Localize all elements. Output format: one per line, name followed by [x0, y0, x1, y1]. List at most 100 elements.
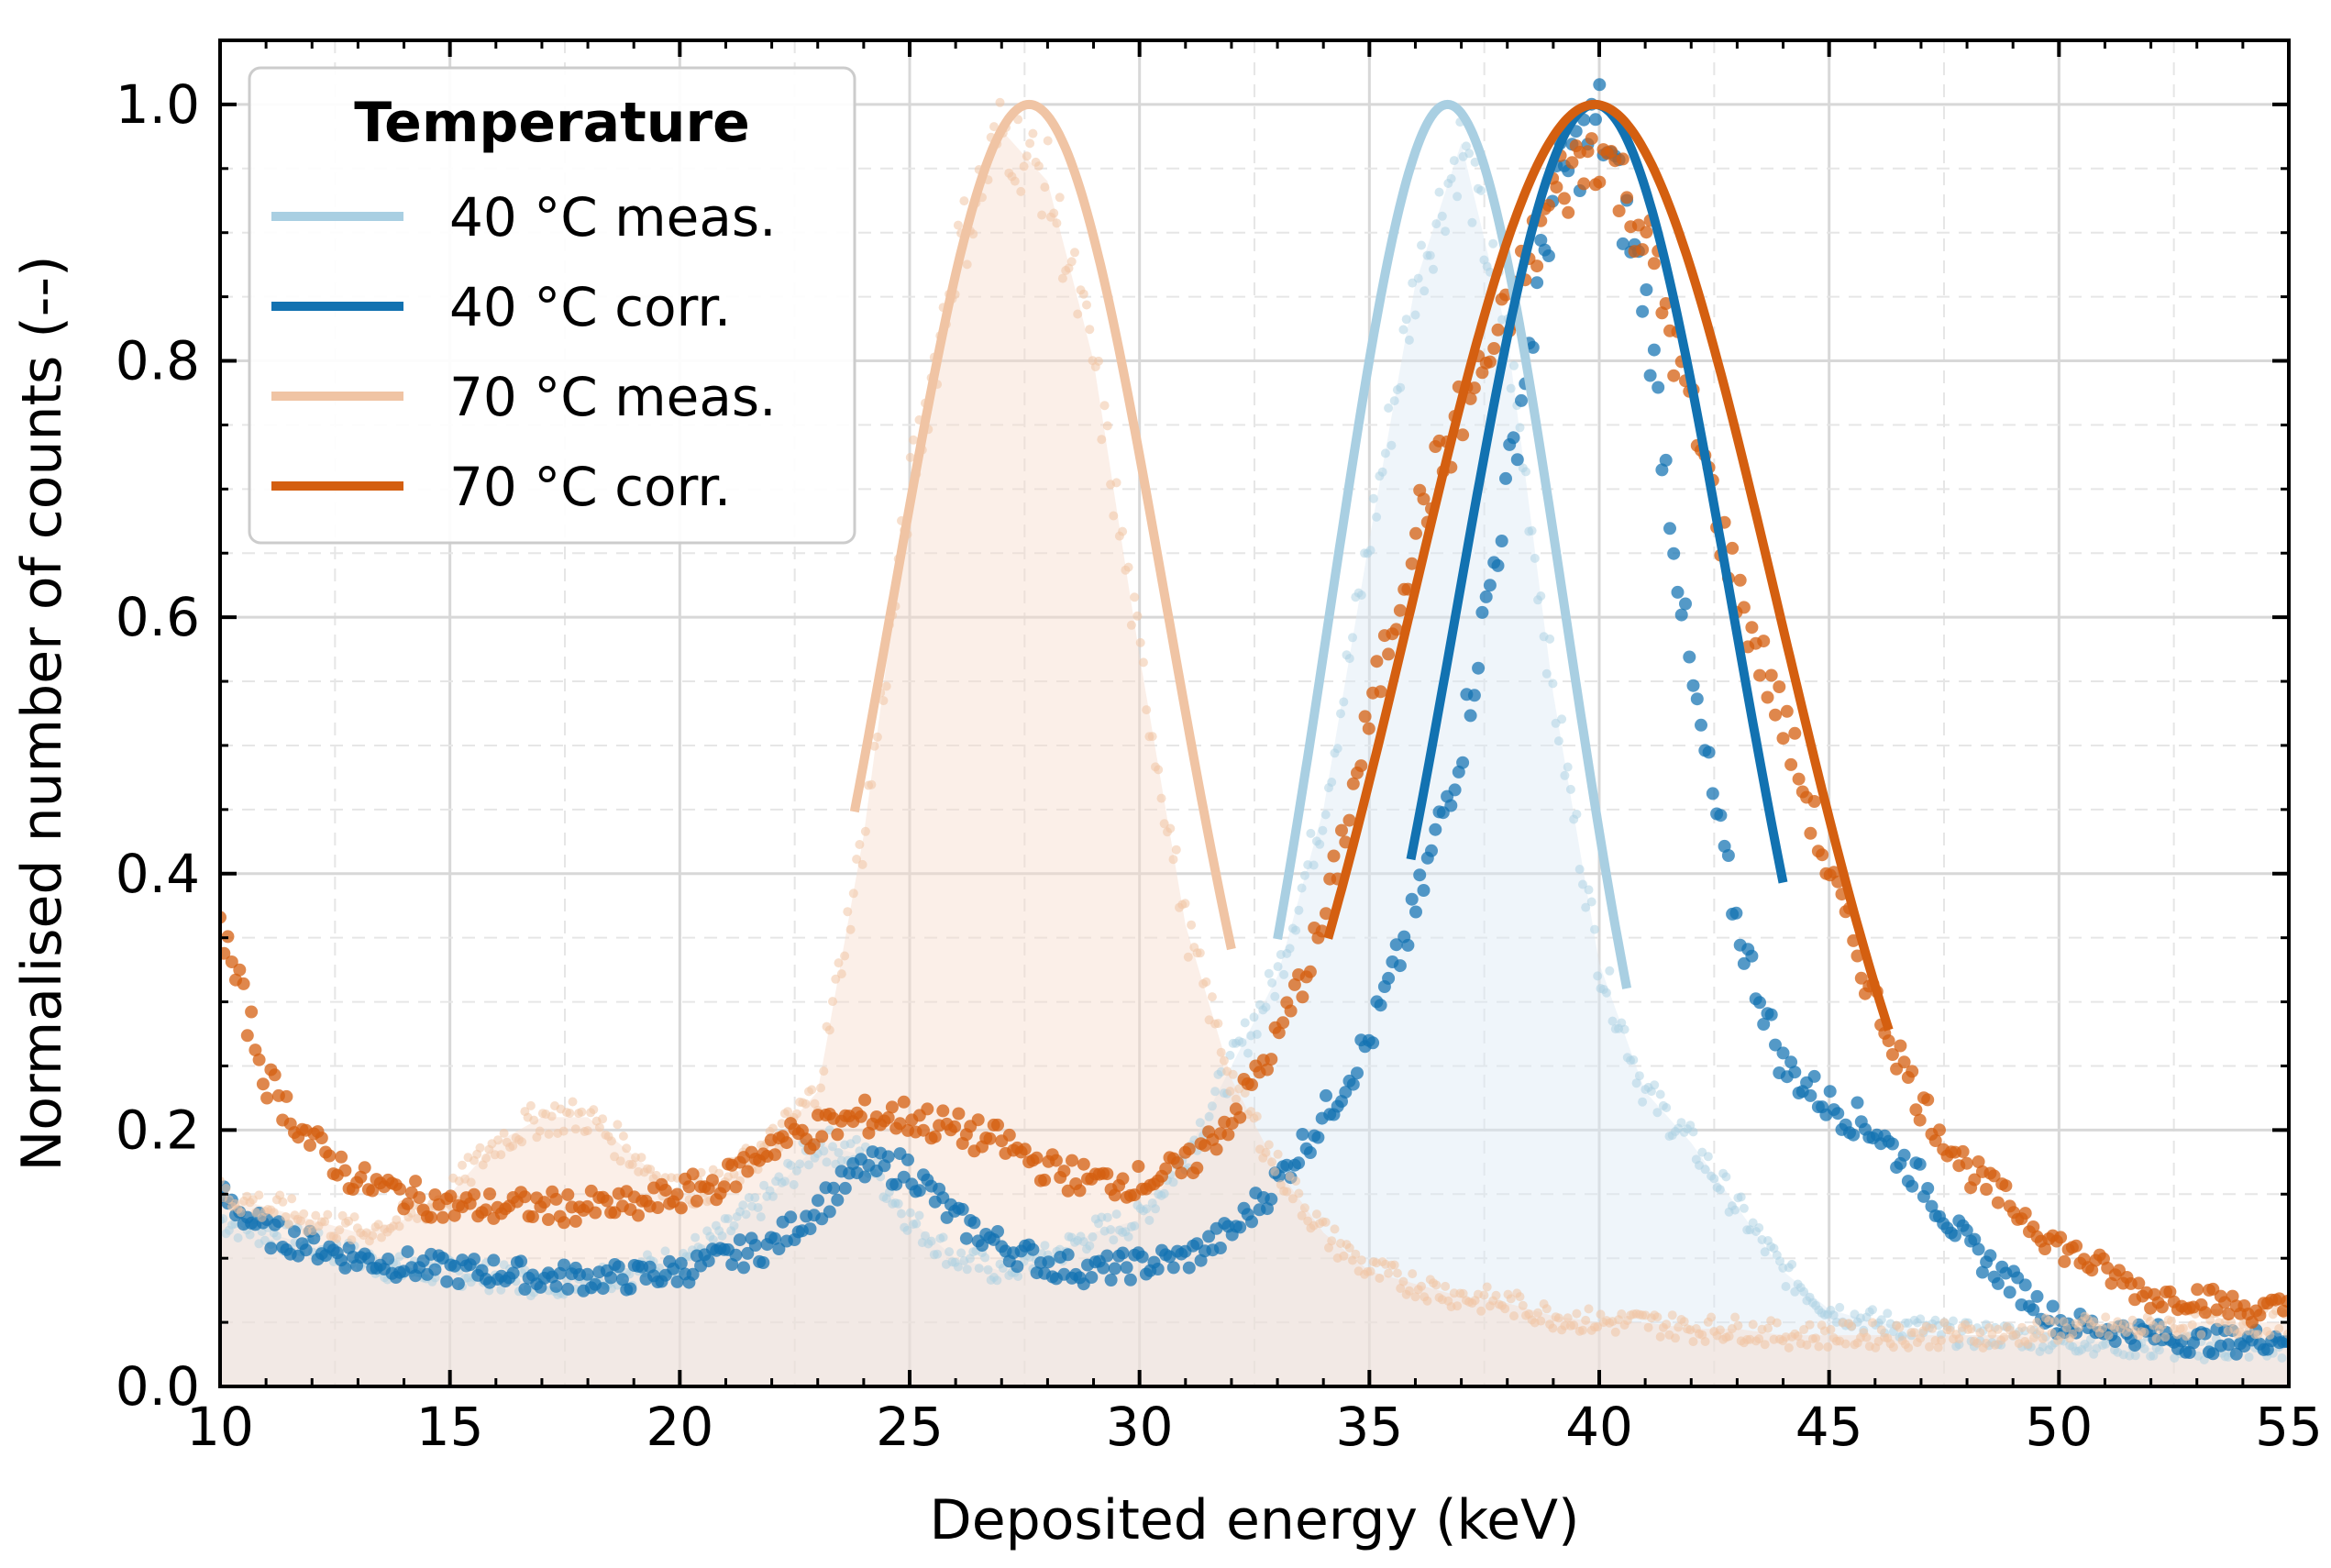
- data-point: [1252, 1030, 1262, 1039]
- data-point: [1541, 198, 1555, 212]
- data-point: [1303, 965, 1317, 978]
- data-point: [2196, 1330, 2206, 1340]
- data-point: [440, 1275, 454, 1288]
- data-point: [299, 1243, 313, 1257]
- data-point: [1674, 1322, 1684, 1332]
- data-point: [1393, 603, 1407, 617]
- data-point: [1213, 1019, 1223, 1029]
- data-point: [1375, 1274, 1385, 1283]
- data-point: [468, 1187, 481, 1201]
- data-point: [1207, 1101, 1217, 1111]
- data-point: [1616, 152, 1629, 166]
- data-point: [2104, 1331, 2114, 1341]
- data-point: [705, 1174, 719, 1187]
- data-point: [458, 1160, 467, 1170]
- data-point: [2038, 1333, 2048, 1343]
- data-point: [2160, 1332, 2171, 1342]
- plot-frame: [218, 39, 2291, 1388]
- data-point: [893, 1198, 903, 1209]
- data-point: [1456, 428, 1470, 442]
- data-point: [1159, 1162, 1173, 1176]
- data-point: [1913, 1157, 1927, 1171]
- data-point: [1541, 668, 1552, 679]
- data-point: [1655, 1089, 1665, 1099]
- data-point: [252, 1053, 266, 1066]
- data-point: [1968, 1173, 1982, 1187]
- data-point: [236, 1208, 246, 1218]
- data-point: [840, 951, 850, 961]
- data-point: [1202, 1230, 1216, 1243]
- data-point: [912, 1184, 926, 1198]
- data-point: [1652, 1108, 1663, 1118]
- data-point: [928, 1130, 942, 1143]
- data-point: [857, 859, 867, 869]
- data-point: [1386, 440, 1397, 450]
- data-point: [1607, 1016, 1618, 1026]
- data-point: [845, 924, 856, 934]
- data-point: [1610, 1327, 1620, 1337]
- data-point: [304, 1139, 316, 1153]
- data-point: [971, 1113, 985, 1127]
- data-point: [1417, 240, 1426, 250]
- data-point: [1897, 1148, 1911, 1162]
- data-point: [1823, 1342, 1833, 1352]
- y-tick-label: 0.8: [116, 330, 200, 392]
- data-point: [1356, 1255, 1366, 1265]
- data-point: [1311, 1209, 1321, 1220]
- data-point: [1441, 1281, 1451, 1291]
- data-point: [1563, 1313, 1573, 1323]
- data-point: [1225, 1087, 1235, 1097]
- data-point: [1602, 988, 1611, 998]
- data-point: [1662, 1320, 1672, 1330]
- y-tick-label: 0.6: [116, 586, 200, 648]
- data-point: [1449, 156, 1459, 166]
- data-point: [1679, 1317, 1689, 1327]
- x-tick-label: 45: [1795, 1396, 1863, 1458]
- data-point: [992, 1275, 1002, 1286]
- data-point: [1506, 383, 1516, 393]
- data-point: [1702, 745, 1716, 759]
- data-point: [496, 1285, 506, 1295]
- data-point: [1182, 1261, 1196, 1275]
- data-point: [1488, 238, 1498, 248]
- data-point: [1557, 714, 1567, 724]
- data-point: [1123, 1273, 1137, 1286]
- data-point: [836, 969, 846, 979]
- data-point: [1267, 1157, 1277, 1167]
- data-point: [2187, 1320, 2197, 1330]
- data-point: [1757, 1018, 1771, 1031]
- data-point: [1410, 310, 1420, 320]
- legend-label: 40 °C corr.: [449, 276, 731, 338]
- data-point: [1106, 1225, 1116, 1234]
- data-point: [1344, 1242, 1354, 1253]
- data-point: [1049, 1154, 1063, 1167]
- data-point: [1721, 849, 1735, 862]
- data-point: [921, 1231, 930, 1241]
- data-point: [425, 1210, 438, 1224]
- legend: Temperature 40 °C meas. 40 °C corr. 70 °C m…: [248, 66, 856, 545]
- data-point: [1695, 718, 1707, 732]
- data-point: [1714, 809, 1728, 823]
- data-point: [1676, 1118, 1686, 1128]
- data-point: [772, 1242, 786, 1255]
- data-point: [1389, 938, 1403, 952]
- data-point: [1793, 1331, 1803, 1341]
- data-point: [1159, 1188, 1169, 1198]
- data-point: [240, 1029, 254, 1043]
- data-point: [1336, 709, 1345, 719]
- data-point: [1225, 1050, 1235, 1060]
- data-point: [1019, 161, 1029, 171]
- data-point: [1320, 1217, 1331, 1227]
- data-point: [338, 1164, 352, 1177]
- data-point: [444, 1189, 458, 1203]
- data-point: [1772, 1318, 1782, 1328]
- data-point: [1409, 526, 1422, 540]
- data-point: [1792, 772, 1806, 786]
- data-point: [1861, 1332, 1872, 1342]
- data-point: [2085, 1264, 2099, 1277]
- data-point: [447, 1209, 461, 1222]
- data-point: [1240, 1088, 1250, 1098]
- data-point: [921, 1102, 934, 1116]
- data-point: [1109, 511, 1119, 521]
- data-point: [1351, 1249, 1361, 1259]
